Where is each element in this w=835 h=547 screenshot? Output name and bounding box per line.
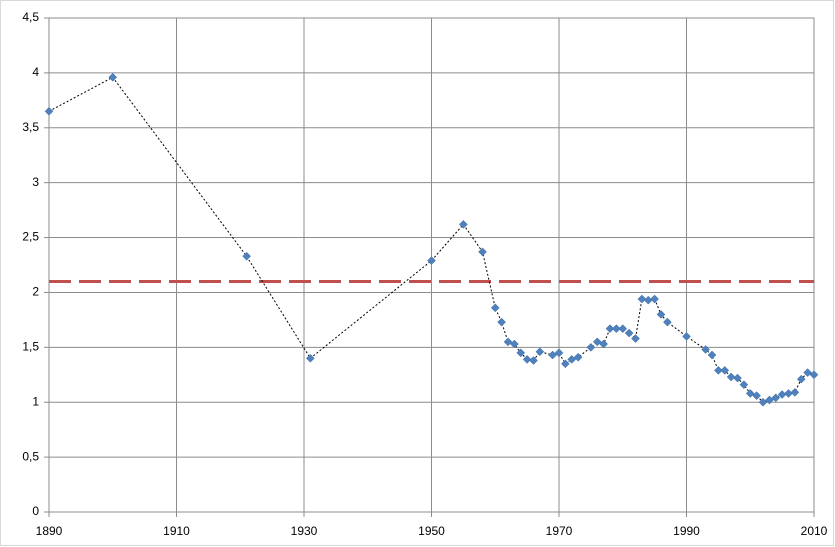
data-point	[242, 251, 251, 261]
x-tick-label: 1950	[418, 524, 445, 538]
data-point	[745, 389, 755, 398]
data-point	[752, 391, 761, 400]
data-point	[682, 332, 691, 341]
data-point	[790, 387, 800, 397]
data-point	[306, 353, 315, 363]
data-point	[554, 348, 564, 358]
data-point	[726, 372, 736, 382]
data-point	[605, 324, 615, 334]
data-point	[714, 366, 723, 375]
data-point	[663, 317, 672, 327]
data-point	[561, 359, 570, 369]
data-point	[108, 72, 118, 82]
y-tick-label: 2,5	[22, 230, 39, 244]
data-point	[478, 247, 487, 257]
y-tick-label: 1,5	[22, 340, 39, 354]
data-point	[637, 294, 647, 304]
data-point	[510, 339, 519, 349]
data-point	[765, 395, 774, 405]
y-tick-label: 1	[32, 394, 39, 408]
data-point	[624, 328, 634, 338]
data-point	[720, 366, 730, 375]
data-point	[459, 220, 468, 229]
data-point	[803, 368, 812, 377]
data-point	[573, 352, 583, 362]
data-point	[586, 342, 596, 352]
y-tick-label: 0,5	[22, 449, 39, 463]
y-tick-label: 4	[32, 65, 39, 79]
data-point	[535, 347, 545, 357]
data-point	[529, 356, 538, 365]
data-point	[631, 334, 640, 343]
data-point	[516, 348, 526, 358]
data-point	[707, 350, 717, 360]
x-tick-label: 1990	[673, 524, 700, 538]
data-point	[758, 397, 768, 407]
data-point	[522, 355, 532, 364]
data-point	[490, 303, 500, 313]
x-tick-label: 2010	[801, 524, 828, 538]
data-point	[618, 324, 628, 334]
x-tick-label: 1970	[546, 524, 573, 538]
data-line	[48, 76, 815, 403]
data-point	[739, 380, 749, 390]
data-point	[612, 324, 621, 334]
x-tick-label: 1910	[163, 524, 190, 538]
data-point	[599, 339, 608, 349]
data-point	[503, 337, 513, 347]
data-point	[548, 350, 557, 360]
data-point	[567, 355, 577, 364]
data-point	[44, 106, 54, 116]
data-point	[650, 294, 659, 304]
y-tick-label: 3	[32, 175, 39, 189]
data-point	[427, 256, 436, 265]
data-point	[701, 345, 710, 354]
y-tick-label: 2	[32, 285, 39, 299]
data-point	[796, 374, 806, 384]
data-point	[771, 393, 781, 403]
x-tick-label: 1890	[36, 524, 63, 538]
data-point	[656, 310, 666, 319]
x-tick-label: 1930	[291, 524, 318, 538]
y-tick-label: 0	[32, 504, 39, 518]
data-point	[733, 373, 742, 383]
y-tick-label: 3,5	[22, 120, 39, 134]
data-point	[592, 337, 602, 347]
data-point	[497, 317, 506, 327]
y-tick-label: 4,5	[22, 10, 39, 24]
data-point	[809, 370, 819, 380]
plot-area	[48, 17, 815, 513]
